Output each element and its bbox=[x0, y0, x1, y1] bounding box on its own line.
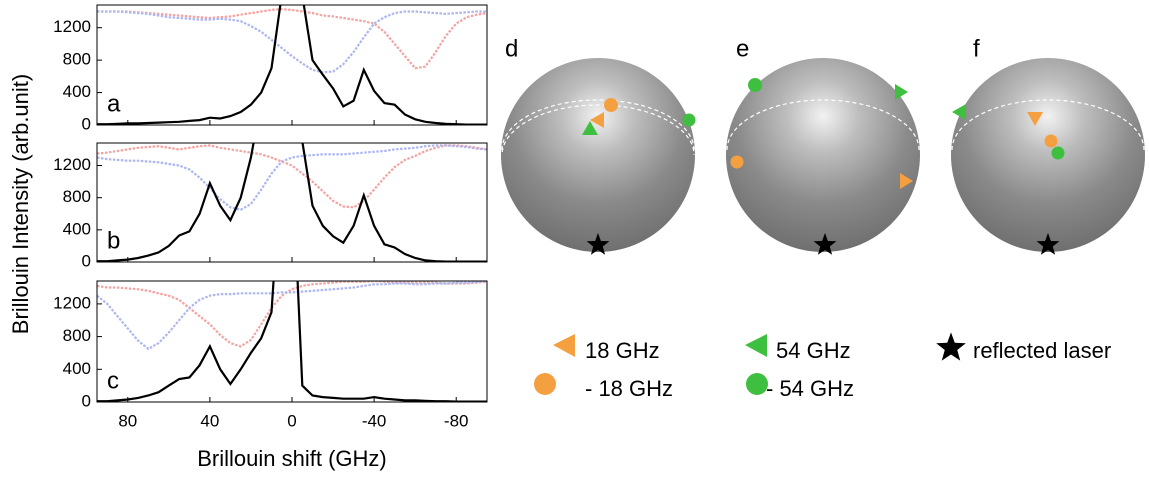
x-axis-label: Brillouin shift (GHz) bbox=[197, 446, 386, 471]
x-tick-label: 80 bbox=[118, 411, 137, 430]
data-line bbox=[97, 281, 487, 351]
panel-label: d bbox=[505, 35, 518, 62]
y-tick-label: 400 bbox=[63, 219, 91, 238]
x-tick-label: 0 bbox=[287, 411, 296, 430]
panel-label: e bbox=[736, 35, 749, 62]
data-line bbox=[97, 144, 487, 211]
plot-frame bbox=[96, 4, 488, 126]
sphere-d bbox=[501, 58, 696, 255]
plot-frame bbox=[96, 280, 488, 403]
y-tick-label: 800 bbox=[63, 187, 91, 206]
y-tick-label: 800 bbox=[63, 50, 91, 69]
x-tick-label: -40 bbox=[362, 411, 387, 430]
y-tick-label: 0 bbox=[82, 391, 91, 410]
data-line bbox=[97, 144, 487, 209]
data-line bbox=[97, 10, 487, 74]
legend-label: reflected laser bbox=[973, 338, 1111, 363]
panel-label: c bbox=[107, 367, 119, 394]
data-line bbox=[97, 143, 487, 262]
y-tick-label: 400 bbox=[63, 82, 91, 101]
legend-label: - 18 GHz bbox=[585, 376, 673, 401]
x-tick-label: 40 bbox=[200, 411, 219, 430]
sphere-f bbox=[951, 58, 1145, 255]
data-line bbox=[97, 281, 487, 348]
y-tick-label: 0 bbox=[82, 251, 91, 270]
legend-label: 18 GHz bbox=[585, 338, 660, 363]
panel-label: b bbox=[107, 227, 120, 254]
data-line bbox=[97, 5, 487, 125]
plot-frame bbox=[96, 142, 488, 263]
y-tick-label: 1200 bbox=[53, 293, 91, 312]
y-tick-label: 800 bbox=[63, 326, 91, 345]
data-line bbox=[97, 281, 487, 402]
y-tick-label: 0 bbox=[82, 114, 91, 133]
legend-label: 54 GHz bbox=[776, 338, 851, 363]
y-tick-label: 400 bbox=[63, 359, 91, 378]
y-tick-label: 1200 bbox=[53, 155, 91, 174]
y-tick-label: 1200 bbox=[53, 17, 91, 36]
data-line bbox=[97, 7, 487, 70]
x-tick-label: -80 bbox=[444, 411, 469, 430]
panel-label: f bbox=[973, 35, 980, 62]
panel-label: a bbox=[107, 90, 121, 117]
sphere-e bbox=[726, 58, 920, 255]
legend-label: - 54 GHz bbox=[766, 376, 854, 401]
y-axis-label: Brillouin Intensity (arb.unit) bbox=[8, 74, 33, 334]
legend: 18 GHz - 18 GHz 54 GHz - 54 GHz reflecte… bbox=[534, 332, 1111, 401]
